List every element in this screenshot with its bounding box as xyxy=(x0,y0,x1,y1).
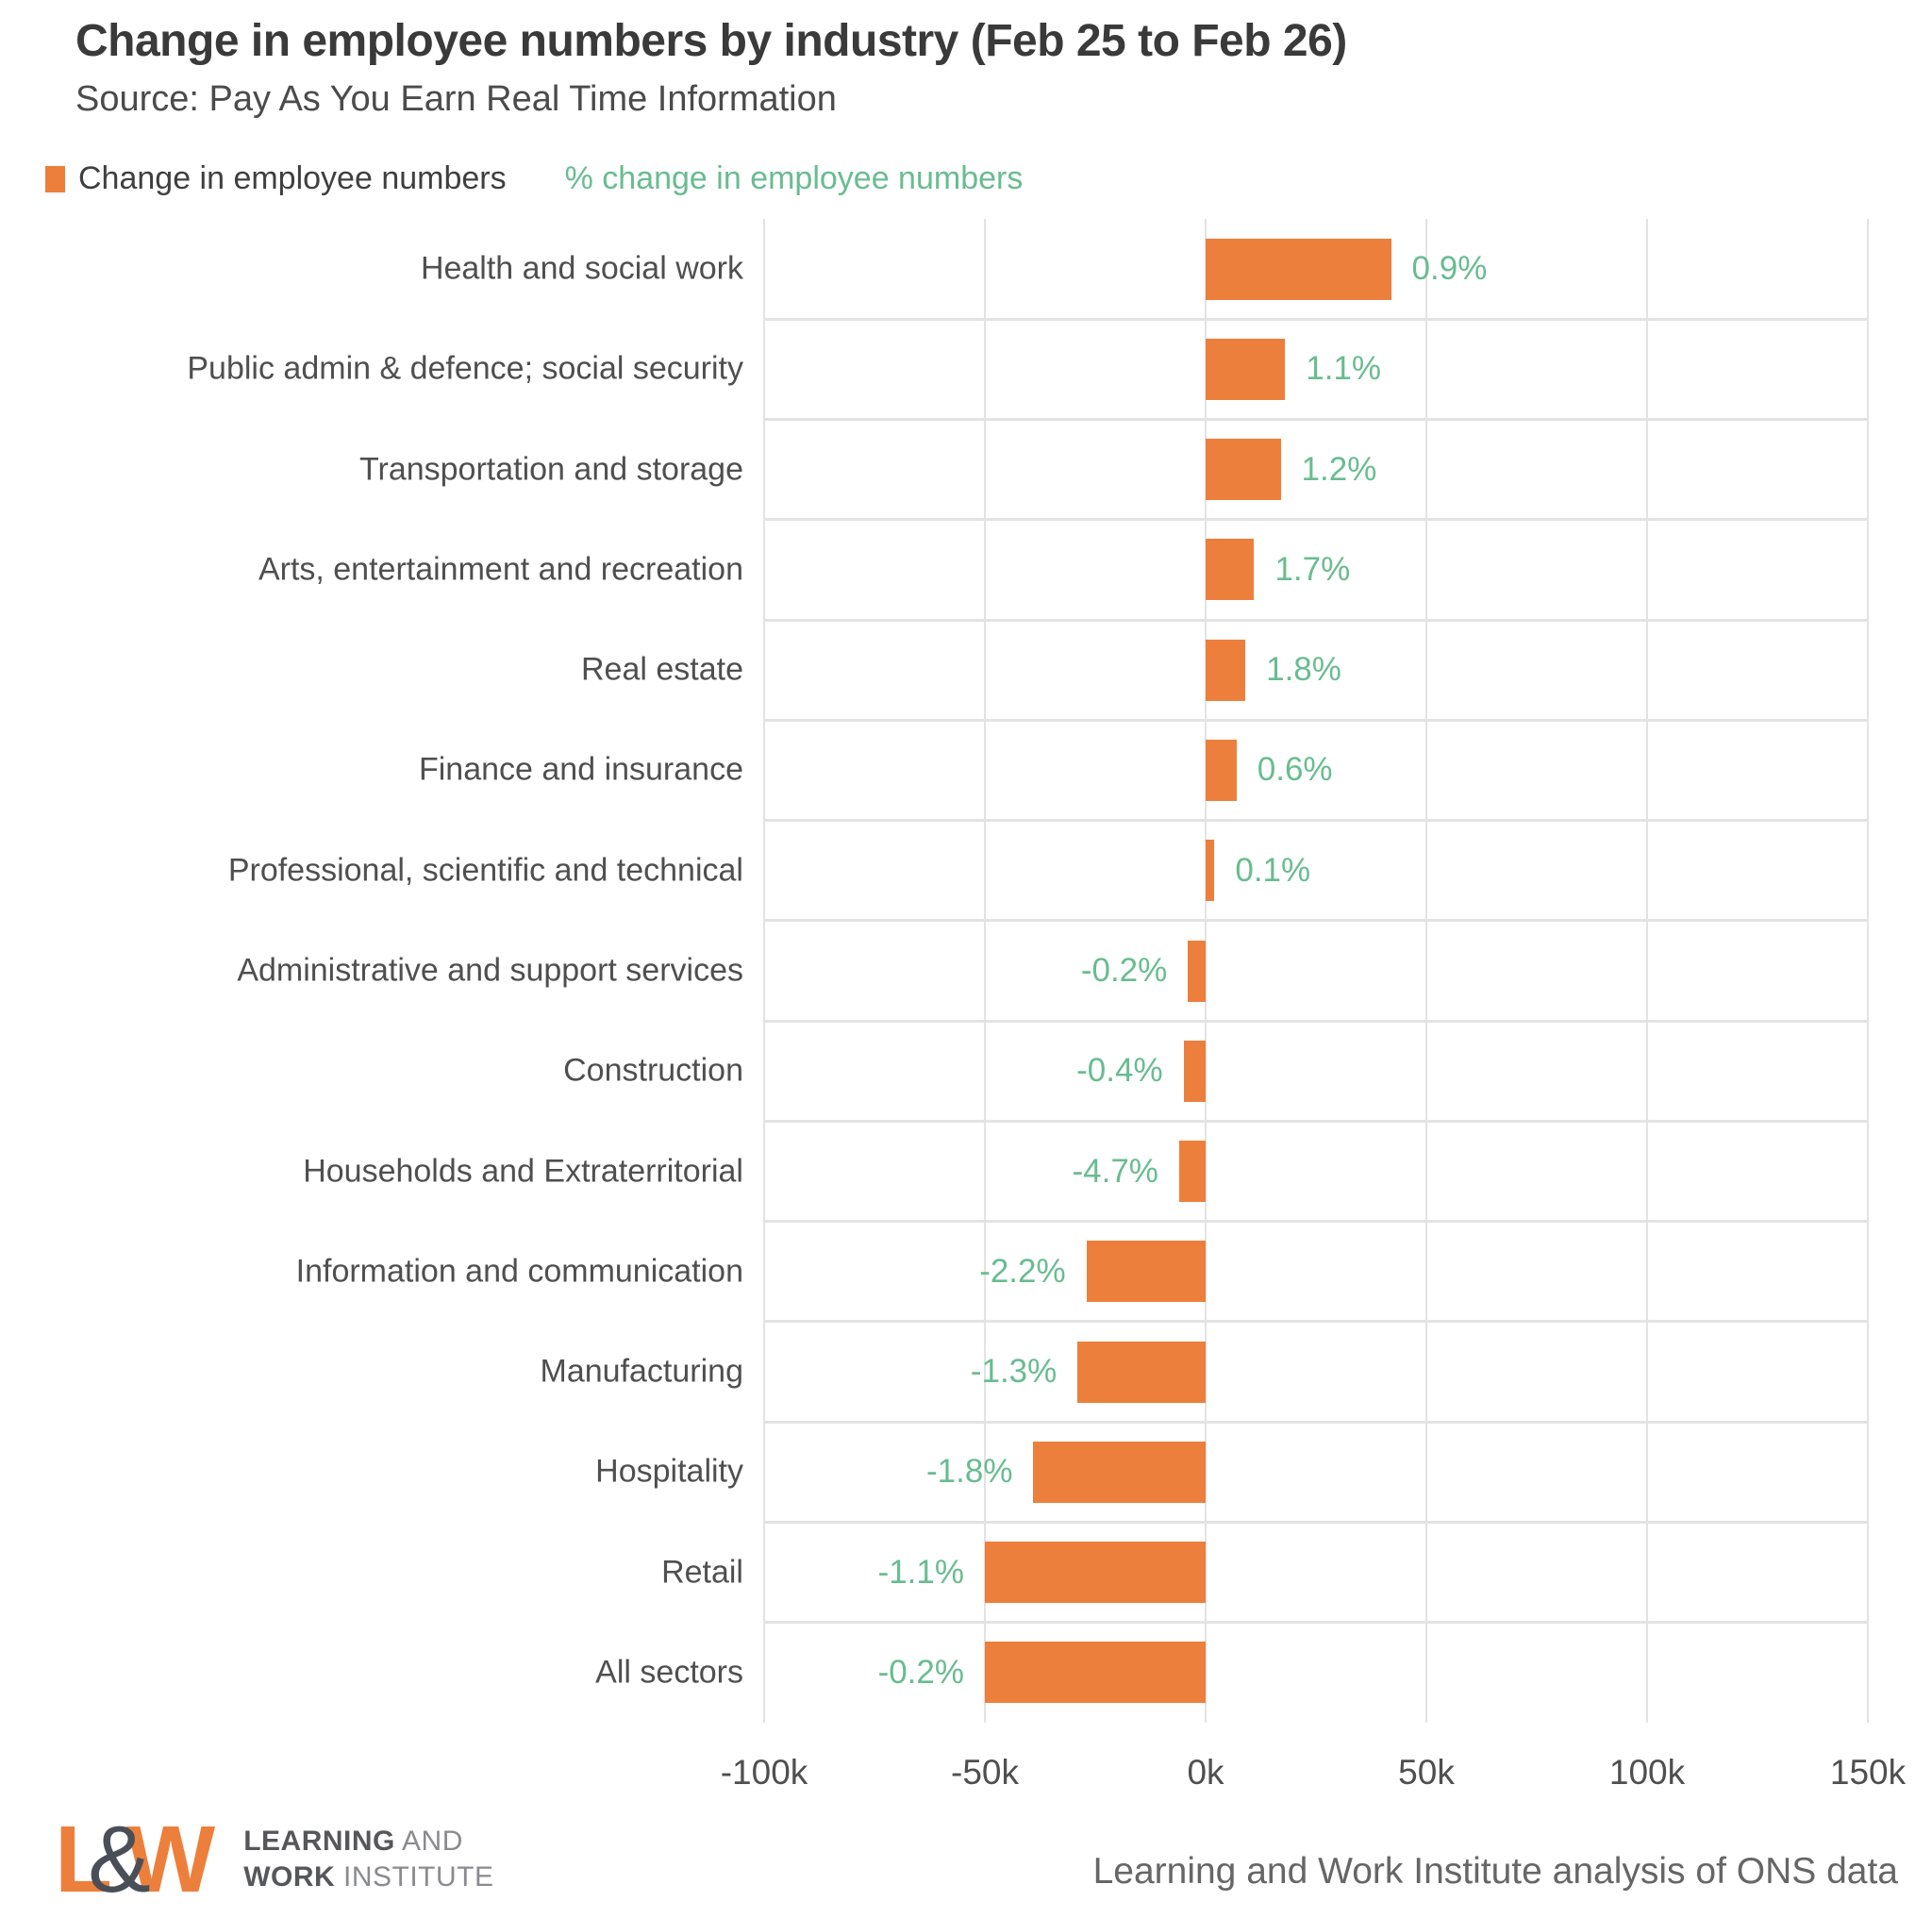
row-gridline xyxy=(764,317,1868,321)
row-gridline xyxy=(764,819,1868,823)
bar xyxy=(1206,338,1286,400)
logo-text-line2: WORK INSTITUTE xyxy=(243,1861,494,1893)
bar xyxy=(985,1642,1206,1704)
bar xyxy=(1077,1341,1206,1403)
x-gridline xyxy=(1205,219,1207,1723)
bar xyxy=(1206,439,1281,501)
row-gridline xyxy=(764,919,1868,923)
category-label: Public admin & defence; social security xyxy=(187,350,743,387)
bar xyxy=(1206,539,1255,601)
category-label: Health and social work xyxy=(420,250,743,287)
logo-letter-w: W xyxy=(125,1807,216,1912)
x-gridline xyxy=(1646,219,1648,1723)
bar xyxy=(1178,1141,1206,1203)
percent-label: -0.2% xyxy=(1080,952,1168,989)
percent-label: 0.6% xyxy=(1257,751,1333,789)
bar xyxy=(1206,639,1246,701)
x-tick-label: 0k xyxy=(1187,1753,1224,1792)
percent-label: -0.4% xyxy=(1076,1052,1163,1090)
chart-subtitle: Source: Pay As You Earn Real Time Inform… xyxy=(75,79,837,119)
percent-label: -1.3% xyxy=(970,1353,1058,1391)
category-label: Construction xyxy=(563,1052,743,1089)
x-gridline xyxy=(763,219,765,1723)
category-label: Information and communication xyxy=(295,1253,743,1290)
category-label: Households and Extraterritorial xyxy=(303,1153,743,1190)
row-gridline xyxy=(764,618,1868,622)
x-gridline xyxy=(1867,219,1869,1723)
category-label: Hospitality xyxy=(595,1453,743,1490)
bar xyxy=(1188,940,1206,1002)
bar xyxy=(1206,238,1391,300)
row-gridline xyxy=(764,1520,1868,1524)
row-gridline xyxy=(764,1220,1868,1224)
category-label: Manufacturing xyxy=(540,1353,743,1390)
lw-logo-text: LEARNING AND WORK INSTITUTE xyxy=(243,1824,493,1895)
percent-label: -2.2% xyxy=(979,1252,1066,1290)
percent-label: 1.8% xyxy=(1266,651,1341,689)
category-label: Finance and insurance xyxy=(418,751,743,788)
row-gridline xyxy=(764,518,1868,522)
lw-logo-mark: L & W xyxy=(55,1807,216,1912)
bar xyxy=(1206,739,1237,801)
logo-ampersand: & xyxy=(88,1807,151,1912)
logo-letter-l: L xyxy=(55,1807,113,1912)
percent-label: 0.1% xyxy=(1235,851,1311,889)
category-label: Retail xyxy=(661,1554,743,1591)
row-gridline xyxy=(764,718,1868,722)
row-gridline xyxy=(764,1119,1868,1123)
logo-text-line1: LEARNING AND xyxy=(243,1826,463,1857)
category-label: All sectors xyxy=(595,1654,743,1691)
row-gridline xyxy=(764,418,1868,422)
x-tick-label: 50k xyxy=(1398,1753,1455,1792)
x-tick-label: 150k xyxy=(1829,1753,1907,1792)
category-label: Transportation and storage xyxy=(359,451,743,488)
percent-label: -0.2% xyxy=(877,1653,964,1691)
percent-label: 0.9% xyxy=(1411,250,1488,288)
bar xyxy=(1086,1241,1206,1303)
legend-label-percent: % change in employee numbers xyxy=(564,160,1024,196)
percent-label: -1.8% xyxy=(926,1453,1013,1491)
legend-label-change: Change in employee numbers xyxy=(78,160,507,196)
attribution-text: Learning and Work Institute analysis of … xyxy=(1092,1851,1898,1892)
x-tick-label: -100k xyxy=(720,1753,808,1792)
legend: Change in employee numbers % change in e… xyxy=(45,160,1023,197)
percent-label: 1.2% xyxy=(1301,450,1377,488)
row-gridline xyxy=(764,1019,1868,1023)
percent-label: 1.7% xyxy=(1274,550,1351,588)
category-label: Administrative and support services xyxy=(237,952,743,989)
bar xyxy=(985,1542,1206,1604)
row-gridline xyxy=(764,1420,1868,1424)
category-label: Professional, scientific and technical xyxy=(227,852,743,889)
percent-label: 1.1% xyxy=(1306,350,1382,388)
lw-logo: L & W LEARNING AND WORK INSTITUTE xyxy=(55,1807,494,1912)
row-gridline xyxy=(764,1320,1868,1324)
row-gridline xyxy=(764,1621,1868,1625)
category-label: Arts, entertainment and recreation xyxy=(258,551,743,588)
legend-swatch-icon xyxy=(45,165,65,192)
bar xyxy=(1206,840,1215,902)
category-label: Real estate xyxy=(581,651,743,688)
x-gridline xyxy=(1425,219,1427,1723)
x-tick-label: -50k xyxy=(951,1753,1019,1792)
x-tick-label: 100k xyxy=(1608,1753,1686,1792)
bar xyxy=(1033,1441,1206,1503)
x-gridline xyxy=(984,219,986,1723)
percent-label: -4.7% xyxy=(1072,1152,1158,1190)
bar xyxy=(1183,1040,1206,1102)
chart-title: Change in employee numbers by industry (… xyxy=(75,16,1347,66)
percent-label: -1.1% xyxy=(877,1553,964,1591)
